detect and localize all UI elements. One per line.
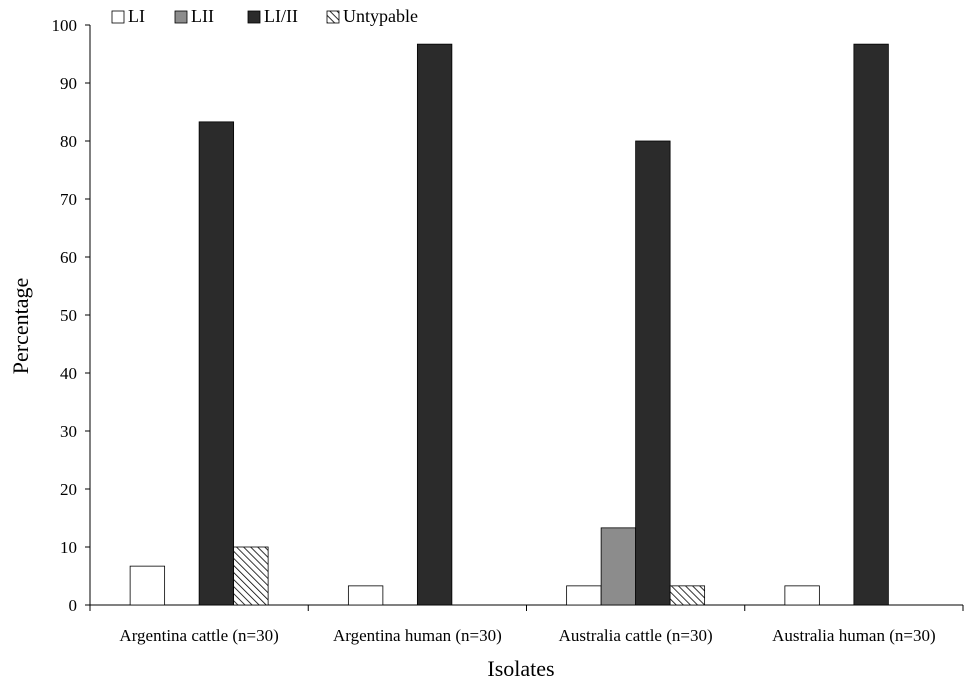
y-tick-label: 20: [60, 480, 77, 499]
legend-label: LI/II: [264, 6, 298, 26]
legend-swatch: [326, 10, 340, 24]
legend-swatch: [247, 10, 261, 24]
y-tick-label: 60: [60, 248, 77, 267]
y-tick-label: 40: [60, 364, 77, 383]
bar-lii-2: [600, 527, 637, 606]
legend: LI LII LI/II Untypable: [111, 6, 418, 26]
x-tick-label: Argentina human (n=30): [333, 626, 502, 645]
bar-li-0: [129, 565, 166, 606]
legend-label: Untypable: [343, 6, 418, 26]
y-tick-label: 70: [60, 190, 77, 209]
bar-untypable-0: [233, 546, 269, 606]
legend-label: LI: [128, 6, 145, 26]
bar-li-ii-3: [853, 43, 889, 606]
bar-li-ii-2: [635, 140, 671, 606]
y-axis: 0 10 20 30 40 50 60 70 80 90 100: [52, 16, 91, 615]
x-tick-label: Australia human (n=30): [772, 626, 936, 645]
bars: [129, 43, 889, 606]
bar-li-ii-1: [416, 43, 453, 606]
x-axis: Argentina cattle (n=30) Argentina human (…: [89, 604, 964, 645]
x-axis-label: Isolates: [487, 656, 554, 681]
legend-swatch: [111, 10, 125, 24]
y-axis-label: Percentage: [8, 278, 33, 375]
bar-li-1: [347, 585, 384, 606]
y-tick-label: 90: [60, 74, 77, 93]
y-tick-label: 80: [60, 132, 77, 151]
y-tick-label: 50: [60, 306, 77, 325]
bar-li-3: [784, 585, 820, 606]
y-tick-label: 0: [69, 596, 78, 615]
x-tick-label: Argentina cattle (n=30): [119, 626, 278, 645]
bar-li-ii-0: [198, 121, 235, 606]
x-tick-label: Australia cattle (n=30): [559, 626, 713, 645]
legend-swatch: [174, 10, 188, 24]
y-tick-label: 100: [52, 16, 78, 35]
legend-label: LII: [191, 6, 214, 26]
bar-untypable-2: [669, 585, 706, 606]
bar-li-2: [566, 585, 602, 606]
y-tick-label: 10: [60, 538, 77, 557]
y-tick-label: 30: [60, 422, 77, 441]
